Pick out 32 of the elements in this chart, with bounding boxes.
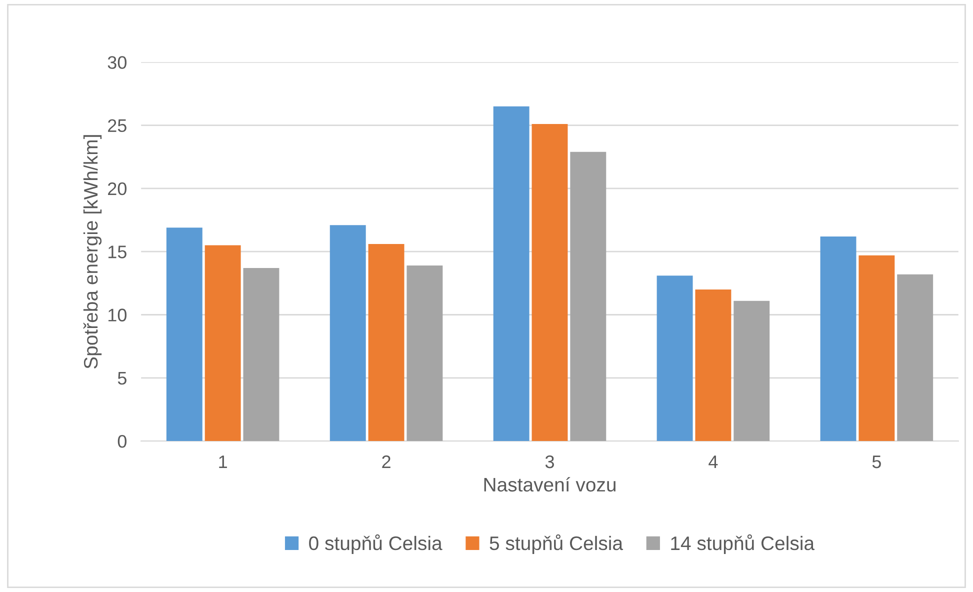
bar [532, 124, 568, 442]
y-tick-label: 15 [108, 246, 126, 258]
y-tick-label: 20 [108, 182, 126, 196]
x-tick-label: 3 [545, 455, 554, 468]
x-tick-label: 4 [708, 456, 718, 468]
y-tick-label: 0 [118, 434, 126, 448]
bar [734, 300, 770, 442]
bar [493, 106, 530, 442]
bar [243, 268, 280, 442]
bar [368, 244, 404, 442]
legend-label: 5 stupňů Celsia [490, 534, 624, 554]
bar [204, 245, 241, 442]
y-axis-title: Spotřeba energie [kWh/km] [83, 135, 102, 369]
y-tick-label: 30 [108, 56, 126, 69]
x-tick-label: 2 [382, 455, 390, 468]
bar [330, 225, 366, 442]
x-tick-label: 1 [219, 456, 227, 468]
bar [820, 236, 856, 442]
bar [656, 276, 693, 442]
x-axis-title: Nastavení vozu [484, 477, 616, 492]
y-tick-label: 5 [118, 372, 126, 385]
bar [570, 152, 606, 442]
y-tick-label: 25 [108, 119, 126, 132]
bar [897, 274, 934, 442]
bar [406, 265, 443, 442]
bar [858, 255, 895, 442]
x-tick-label: 5 [872, 456, 881, 468]
legend-label: 14 stupňů Celsia [671, 534, 815, 554]
legend-label: 0 stupňů Celsia [309, 534, 442, 554]
bar [695, 289, 732, 442]
y-tick-label: 10 [108, 308, 126, 322]
bar [166, 228, 202, 442]
